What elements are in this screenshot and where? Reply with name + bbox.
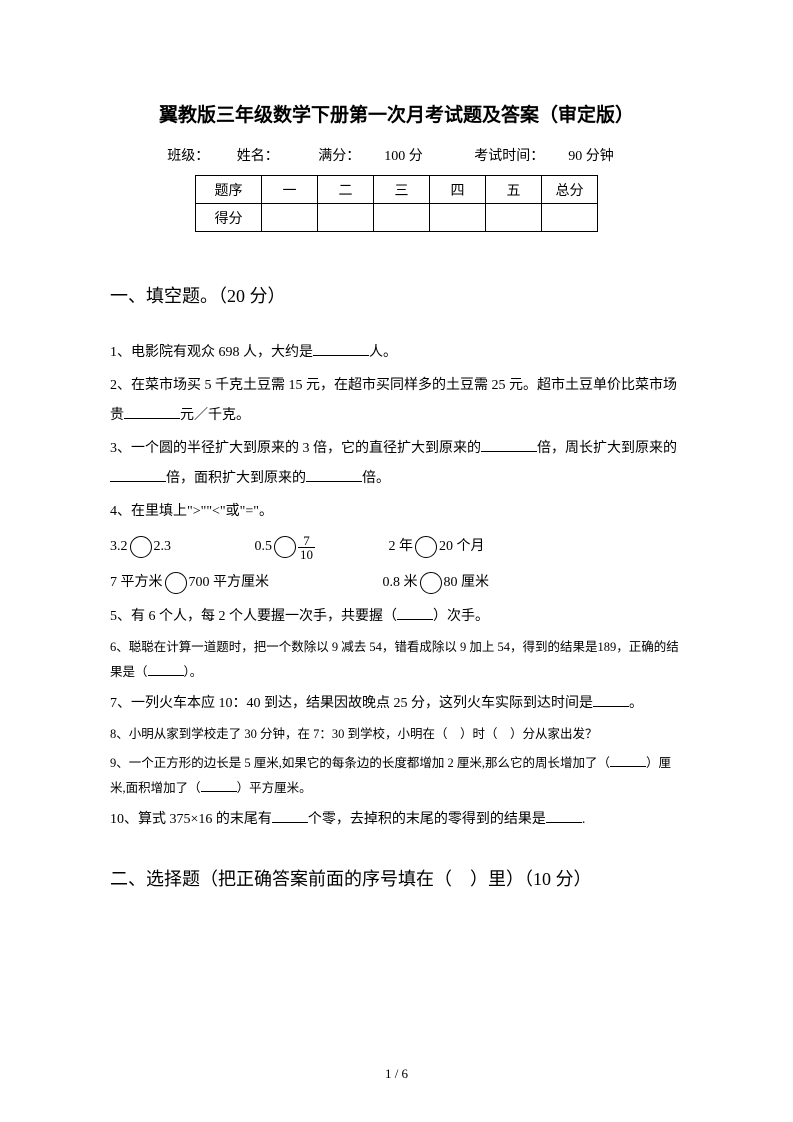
fill-blank[interactable] [201,780,237,793]
q9-prefix: 9、一个正方形的边长是 5 厘米,如果它的每条边的长度都增加 2 厘米,那么它的… [110,756,610,770]
compare-left: 0.8 米 [383,575,418,590]
compare-row-2: 7 平方米 700 平方厘米 0.8 米 80 厘米 [110,566,683,600]
section-1-heading: 一、填空题。（20 分） [110,282,683,308]
question-6: 6、聪聪在计算一道题时，把一个数除以 9 减去 54，错看成除以 9 加上 54… [110,635,683,685]
q10-prefix: 10、算式 375×16 的末尾有 [110,812,272,827]
fill-blank[interactable] [397,606,433,620]
score-label-cell: 得分 [196,204,262,232]
header-cell: 五 [486,176,542,204]
table-row: 得分 [196,204,598,232]
score-cell [374,204,430,232]
class-label: 班级： [167,149,209,164]
q10-mid: 个零，去掉积的末尾的零得到的结果是 [308,812,546,827]
q5-suffix: ）次手。 [433,609,489,624]
compare-item: 0.8 米 80 厘米 [383,566,490,600]
compare-item: 2 年 20 个月 [389,530,485,564]
score-cell [318,204,374,232]
fraction: 710 [298,534,315,561]
compare-circle[interactable] [165,572,187,594]
exam-time: 考试时间：90 分钟 [462,149,626,164]
fill-blank[interactable] [546,809,582,823]
compare-item: 3.2 2.3 [110,530,171,564]
fill-blank[interactable] [306,468,362,482]
score-cell [486,204,542,232]
compare-row-1: 3.2 2.3 0.5 710 2 年 20 个月 [110,530,683,564]
compare-left: 0.5 [255,539,273,554]
header-cell: 三 [374,176,430,204]
compare-circle[interactable] [415,536,437,558]
header-cell: 一 [262,176,318,204]
meta-line: 班级： 姓名： 满分：100 分 考试时间：90 分钟 [110,145,683,165]
compare-circle[interactable] [274,536,296,558]
section-2-heading: 二、选择题（把正确答案前面的序号填在（ ）里）（10 分） [110,865,683,891]
score-table: 题序 一 二 三 四 五 总分 得分 [195,175,598,232]
compare-left: 7 平方米 [110,575,163,590]
question-2: 2、在菜市场买 5 千克土豆需 15 元，在超市买同样多的土豆需 25 元。超市… [110,371,683,430]
question-10: 10、算式 375×16 的末尾有 个零，去掉积的末尾的零得到的结果是. [110,805,683,834]
score-cell [262,204,318,232]
fill-blank[interactable] [148,663,184,676]
fill-blank[interactable] [124,405,180,419]
compare-left: 2 年 [389,539,414,554]
compare-right: 80 厘米 [444,575,490,590]
q1-prefix: 1、电影院有观众 698 人，大约是 [110,345,313,360]
q2-suffix: 元／千克。 [180,408,250,423]
name-label: 姓名： [237,149,279,164]
full-score: 满分：100 分 [306,149,435,164]
score-cell [542,204,598,232]
question-3: 3、一个圆的半径扩大到原来的 3 倍，它的直径扩大到原来的 倍，周长扩大到原来的倍… [110,434,683,493]
q6-suffix: ）。 [184,665,203,679]
fill-blank[interactable] [610,755,646,768]
q7-prefix: 7、一列火车本应 10：40 到达，结果因故晚点 25 分，这列火车实际到达时间… [110,696,593,711]
fill-blank[interactable] [593,693,629,707]
compare-circle[interactable] [420,572,442,594]
compare-item: 0.5 710 [255,530,316,564]
q10-suffix: . [582,812,586,827]
exam-title: 翼教版三年级数学下册第一次月考试题及答案（审定版） [110,100,683,127]
q3-p2: 倍，周长扩大到原来的 [537,441,677,456]
fill-blank[interactable] [272,809,308,823]
fraction-denominator: 10 [298,548,315,561]
compare-left: 3.2 [110,539,128,554]
compare-circle[interactable] [130,536,152,558]
q7-suffix: 。 [629,696,643,711]
q1-suffix: 人。 [369,345,397,360]
fill-blank[interactable] [313,342,369,356]
q5-prefix: 5、有 6 个人，每 2 个人要握一次手，共要握（ [110,609,397,624]
q3-p4: 倍。 [362,471,390,486]
score-cell [430,204,486,232]
question-8: 8、小明从家到学校走了 30 分钟，在 7：30 到学校，小明在（ ）时（ ）分… [110,722,683,747]
compare-right: 2.3 [154,539,172,554]
fill-blank[interactable] [481,438,537,452]
question-5: 5、有 6 个人，每 2 个人要握一次手，共要握（ ）次手。 [110,602,683,631]
question-4-intro: 4、在里填上">""<"或"="。 [110,497,683,526]
header-cell: 二 [318,176,374,204]
question-7: 7、一列火车本应 10：40 到达，结果因故晚点 25 分，这列火车实际到达时间… [110,689,683,718]
question-9: 9、一个正方形的边长是 5 厘米,如果它的每条边的长度都增加 2 厘米,那么它的… [110,751,683,801]
q3-p3: 倍，面积扩大到原来的 [166,471,306,486]
compare-item: 7 平方米 700 平方厘米 [110,566,269,600]
fill-blank[interactable] [110,468,166,482]
compare-right: 20 个月 [439,539,485,554]
question-1: 1、电影院有观众 698 人，大约是 人。 [110,338,683,367]
header-cell: 总分 [542,176,598,204]
table-row: 题序 一 二 三 四 五 总分 [196,176,598,204]
header-cell: 题序 [196,176,262,204]
header-cell: 四 [430,176,486,204]
compare-right: 700 平方厘米 [189,575,270,590]
fraction-numerator: 7 [298,534,315,548]
page-number: 1 / 6 [0,1066,793,1082]
q9-suffix: ）平方厘米。 [237,781,312,795]
q3-p1: 3、一个圆的半径扩大到原来的 3 倍，它的直径扩大到原来的 [110,441,481,456]
